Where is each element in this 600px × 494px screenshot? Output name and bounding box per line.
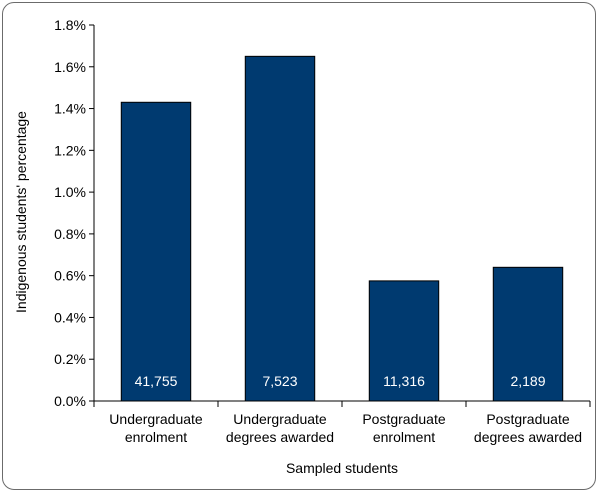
bar-data-label: 7,523 <box>262 373 297 389</box>
y-axis: 0.0% 0.2% 0.4% 0.6% 0.8% 1.0% 1.2% 1.4% 1.6% 1.8% <box>54 17 95 409</box>
x-axis-title: Sampled students <box>286 460 398 476</box>
y-tick-label: 1.2% <box>54 142 86 158</box>
y-tick-label: 0.4% <box>54 309 86 325</box>
y-tick-label: 1.6% <box>54 59 86 75</box>
x-category-label: Postgraduate degrees awarded <box>474 411 582 445</box>
y-tick-label: 1.0% <box>54 184 86 200</box>
x-axis: Undergraduate enrolment Undergraduate degre… <box>93 400 591 445</box>
y-tick-label: 0.6% <box>54 268 86 284</box>
bar <box>492 266 564 402</box>
y-tick-label: 0.2% <box>54 351 86 367</box>
x-category-label: Postgraduate enrolment <box>362 411 445 445</box>
bar <box>244 55 316 402</box>
y-tick-label: 0.8% <box>54 226 86 242</box>
bar <box>120 101 192 402</box>
bars: 41,755 7,523 11,316 2,189 <box>120 55 564 402</box>
bar-data-label: 11,316 <box>383 373 425 389</box>
y-axis-title: Indigenous students' percentage <box>13 111 29 313</box>
bar-data-label: 2,189 <box>510 373 545 389</box>
x-category-label: Undergraduate enrolment <box>109 411 203 445</box>
y-tick-label: 0.0% <box>54 393 86 409</box>
x-category-label: Undergraduate degrees awarded <box>226 411 334 445</box>
bar <box>368 280 440 402</box>
y-tick-label: 1.8% <box>54 17 86 33</box>
bar-data-label: 41,755 <box>135 373 178 389</box>
y-tick-label: 1.4% <box>54 101 86 117</box>
